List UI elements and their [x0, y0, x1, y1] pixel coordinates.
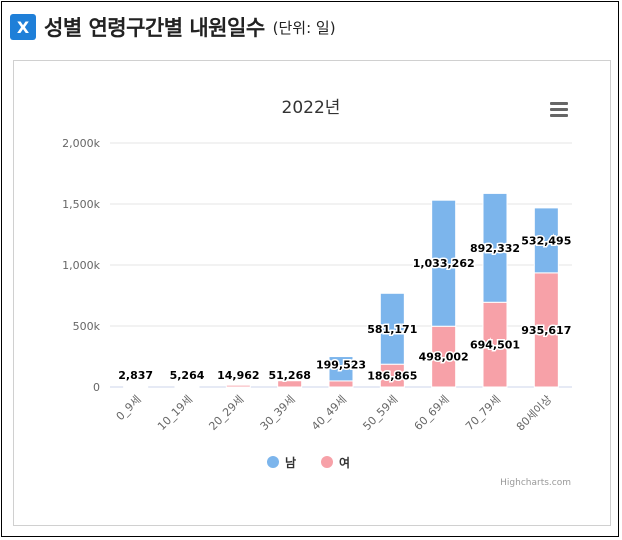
data-label: 892,332 [470, 242, 520, 255]
data-label: 694,501 [470, 339, 520, 352]
x-tick-label: 20_29세 [206, 393, 246, 433]
bar-female[interactable] [225, 384, 251, 388]
x-tick-label: 60_69세 [412, 393, 452, 433]
data-label: 5,264 [170, 369, 205, 382]
chart-menu-icon[interactable] [550, 102, 568, 118]
x-tick-label: 50_59세 [360, 393, 400, 433]
data-label: 186,865 [367, 370, 417, 383]
page-title: 성별 연령구간별 내원일수 [44, 16, 265, 40]
data-label: 14,962 [217, 369, 259, 382]
bar-female[interactable] [328, 380, 354, 388]
bar-male[interactable] [482, 192, 508, 303]
y-tick-label: 1,000k [62, 259, 100, 272]
bar-male[interactable] [379, 292, 405, 365]
legend-marker[interactable] [321, 456, 333, 468]
data-label: 2,837 [118, 369, 153, 382]
x-tick-label: 10_19세 [155, 393, 195, 433]
bar-male[interactable] [431, 199, 457, 327]
app-logo-icon: X [10, 14, 36, 40]
data-label: 199,523 [316, 359, 366, 372]
y-tick-label: 1,500k [62, 198, 100, 211]
bar-male[interactable] [533, 207, 559, 274]
y-tick-label: 0 [93, 381, 100, 394]
y-tick-label: 2,000k [62, 137, 100, 150]
data-label: 1,033,262 [413, 257, 475, 270]
y-tick-label: 500k [73, 320, 101, 333]
data-label: 581,171 [367, 323, 417, 336]
bar-female[interactable] [533, 272, 559, 388]
legend-label[interactable]: 남 [285, 455, 296, 470]
chart-card [13, 60, 611, 526]
data-label: 51,268 [268, 369, 310, 382]
bar-male[interactable] [328, 356, 354, 382]
bar-female[interactable] [431, 325, 457, 388]
x-tick-label: 40_49세 [309, 393, 349, 433]
chart-credits[interactable]: Highcharts.com [500, 478, 571, 488]
bar-female[interactable] [277, 380, 303, 388]
x-tick-label: 70_79세 [463, 393, 503, 433]
legend-marker[interactable] [267, 456, 279, 468]
bar-female[interactable] [174, 385, 200, 388]
page-header: X 성별 연령구간별 내원일수 (단위: 일) [10, 10, 336, 44]
data-label: 935,617 [521, 324, 571, 337]
x-tick-label: 80세이상 [514, 393, 555, 434]
data-label: 532,495 [521, 234, 571, 247]
x-tick-label: 0_9세 [114, 393, 144, 423]
legend-label[interactable]: 여 [339, 455, 350, 470]
unit-label: (단위: 일) [272, 18, 336, 37]
data-label: 498,002 [419, 351, 469, 364]
x-tick-label: 30_39세 [258, 393, 298, 433]
chart-title: 2022년 [282, 98, 341, 118]
